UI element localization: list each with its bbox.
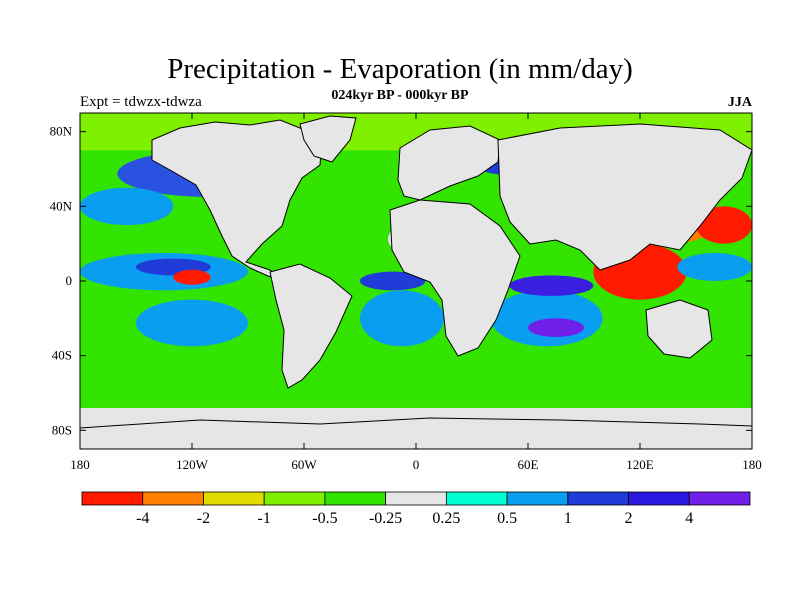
colorbar-label: -0.25 <box>369 510 402 527</box>
longitude-axis: 180 120W 60W 0 60E 120E 180 <box>70 113 762 472</box>
colorbar-label: 0.25 <box>432 510 460 527</box>
europe-outline <box>397 125 501 201</box>
colorbar-label: -1 <box>258 510 271 527</box>
region-w-pacific-blue <box>677 253 752 281</box>
lat-tick-label: 80N <box>50 124 73 139</box>
experiment-label: Expt = tdwzx-tdwza <box>80 94 202 110</box>
colorbar-swatch <box>445 491 508 506</box>
colorbar-swatch <box>506 491 569 506</box>
colorbar-swatch <box>203 491 265 506</box>
colorbar-label: 4 <box>685 510 693 527</box>
colorbar-swatch <box>688 491 751 506</box>
greenland-outline <box>299 115 357 163</box>
map-field <box>80 113 752 449</box>
chart-title: Precipitation - Evaporation (in mm/day) <box>167 53 633 85</box>
colorbar-label: -0.5 <box>312 510 337 527</box>
lon-tick-label: 120E <box>626 457 654 472</box>
lon-tick-label: 180 <box>70 457 90 472</box>
lon-tick-label: 0 <box>413 457 420 472</box>
lat-tick-label: 0 <box>66 273 73 288</box>
region-indian-ocean-blue <box>490 290 603 347</box>
colorbar-swatch <box>263 491 326 506</box>
south-america-outline <box>269 263 353 389</box>
lon-tick-label: 180 <box>742 457 762 472</box>
colorbar: -4 -2 -1 -0.5 -0.25 0.25 0.5 1 2 4 <box>81 491 751 527</box>
region-s-indian-violet <box>528 318 584 337</box>
chart-subtitle: 024kyr BP - 000kyr BP <box>331 88 469 103</box>
colorbar-swatch <box>567 491 629 506</box>
season-label: JJA <box>727 95 752 110</box>
colorbar-swatch <box>81 491 144 506</box>
lat-tick-label: 80S <box>52 422 72 437</box>
region-s-pacific-blue <box>136 299 248 347</box>
region-indian-ocean-dark <box>509 275 594 296</box>
region-eq-atlantic-dark <box>360 271 426 291</box>
colorbar-swatch <box>385 491 447 506</box>
colorbar-swatch <box>324 491 387 506</box>
lon-tick-label: 60E <box>518 457 539 472</box>
colorbar-swatch <box>142 491 204 506</box>
region-n-pacific-blue <box>80 187 174 225</box>
region-nw-pacific-red <box>696 206 752 244</box>
latitude-axis: 80N 40N 0 40S 80S <box>50 124 752 437</box>
lon-tick-label: 120W <box>176 457 209 472</box>
colorbar-swatch <box>628 491 690 506</box>
colorbar-label: -2 <box>197 510 210 527</box>
region-s-atlantic-blue <box>360 290 444 347</box>
asia-outline <box>497 123 752 271</box>
region-e-pacific-red <box>173 269 211 285</box>
colorbar-label: -4 <box>136 510 149 527</box>
colorbar-label: 0.5 <box>497 510 517 527</box>
lon-tick-label: 60W <box>291 457 317 472</box>
region-southern-ocean-green <box>80 365 752 403</box>
north-america-outline <box>151 119 323 281</box>
continents <box>80 115 752 449</box>
colorbar-label: 2 <box>625 510 633 527</box>
antarctica-outline <box>80 417 752 449</box>
africa-outline <box>389 199 521 357</box>
australia-outline <box>645 299 713 359</box>
lat-tick-label: 40N <box>50 198 73 213</box>
colorbar-label: 1 <box>564 510 572 527</box>
lat-tick-label: 40S <box>52 348 72 363</box>
